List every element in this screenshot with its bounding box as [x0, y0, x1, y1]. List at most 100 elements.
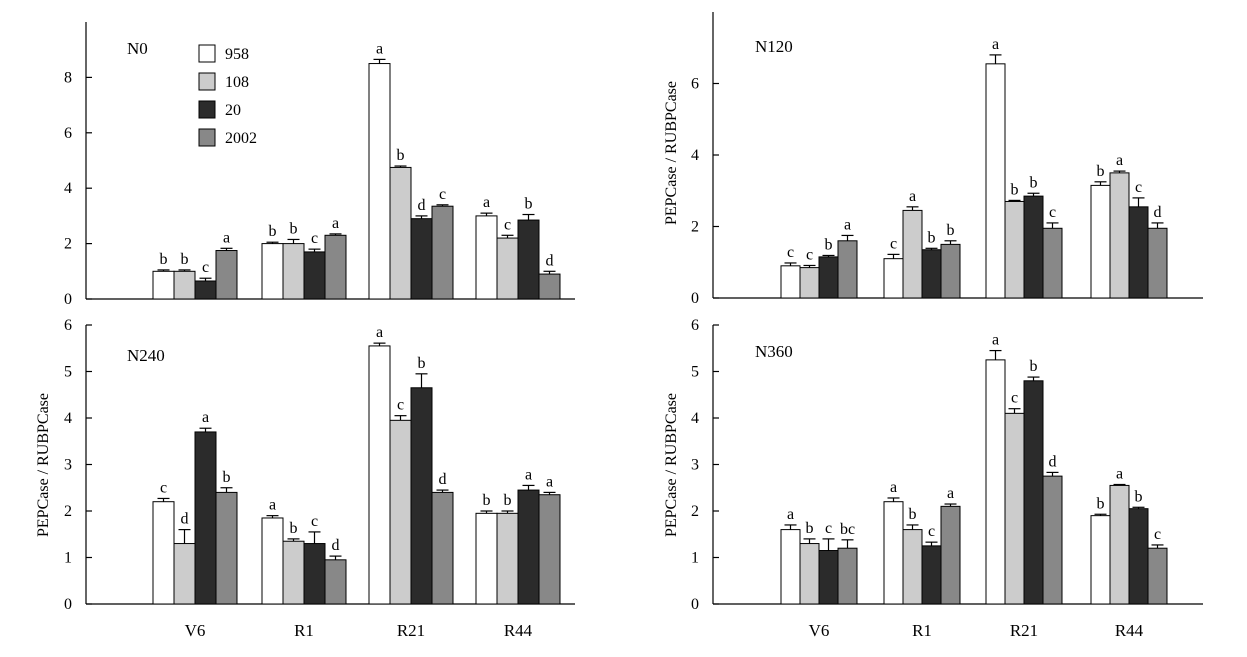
- significance-letter: c: [806, 246, 813, 263]
- significance-letter: a: [992, 332, 999, 349]
- significance-letter: d: [439, 471, 447, 488]
- significance-letter: b: [223, 469, 231, 486]
- significance-letter: a: [1116, 465, 1123, 482]
- bar-2002-R44: [1147, 547, 1168, 605]
- significance-letter: d: [546, 252, 554, 269]
- significance-letter: c: [504, 216, 511, 233]
- significance-letter: b: [1030, 358, 1038, 375]
- bar-958-R21: [368, 345, 391, 605]
- y-tick-label: 3: [691, 457, 699, 474]
- significance-letter: c: [397, 397, 404, 414]
- bar-2002-V6: [215, 250, 238, 300]
- bar-108-R44: [1109, 172, 1130, 299]
- significance-letter: c: [1154, 526, 1161, 543]
- y-tick-label: 8: [64, 69, 72, 86]
- y-tick-label: 0: [691, 596, 699, 613]
- bar-2002-R21: [1042, 475, 1063, 605]
- significance-letter: a: [909, 188, 916, 205]
- legend-swatch-108: [198, 72, 216, 91]
- bar-958-R21: [368, 63, 391, 300]
- significance-letter: c: [928, 523, 935, 540]
- bar-20-R21: [1023, 380, 1044, 605]
- bar-108-R44: [496, 512, 519, 605]
- bar-958-R1: [883, 258, 904, 299]
- legend: 958 108 20 2002: [198, 44, 257, 147]
- y-tick-label: 6: [691, 76, 699, 93]
- significance-letter: d: [1154, 204, 1162, 221]
- x-category-label: R1: [912, 621, 932, 640]
- significance-letter: b: [290, 220, 298, 237]
- significance-letter: c: [202, 259, 209, 276]
- significance-letter: c: [787, 244, 794, 261]
- legend-swatch-958: [198, 44, 216, 63]
- bar-108-R21: [1004, 412, 1025, 605]
- significance-letter: b: [1097, 495, 1105, 512]
- bar-958-V6: [152, 501, 175, 605]
- y-tick-label: 0: [64, 291, 72, 308]
- significance-letter: b: [825, 236, 833, 253]
- significance-letter: b: [181, 251, 189, 268]
- y-tick-label: 0: [691, 290, 699, 307]
- bar-2002-R1: [324, 234, 347, 300]
- bar-108-R1: [902, 209, 923, 299]
- significance-letter: c: [890, 235, 897, 252]
- bar-958-R44: [475, 512, 498, 605]
- significance-letter: c: [160, 479, 167, 496]
- x-category-label: V6: [809, 621, 830, 640]
- bar-108-V6: [173, 270, 196, 300]
- bar-2002-V6: [837, 547, 858, 605]
- y-tick-label: 3: [64, 457, 72, 474]
- x-category-label: R1: [294, 621, 314, 640]
- y-tick-label: 1: [691, 550, 699, 567]
- bar-108-R21: [389, 419, 412, 605]
- legend-swatch-2002: [198, 128, 216, 147]
- bar-2002-R44: [1147, 227, 1168, 299]
- significance-letter: b: [160, 251, 168, 268]
- significance-letter: b: [1135, 488, 1143, 505]
- significance-letter: bc: [840, 521, 855, 538]
- y-tick-label: 0: [64, 596, 72, 613]
- significance-letter: c: [825, 520, 832, 537]
- significance-letter: a: [332, 215, 339, 232]
- significance-letter: b: [483, 492, 491, 509]
- bar-20-R21: [1023, 195, 1044, 299]
- bar-2002-R1: [324, 559, 347, 605]
- panel-label: N0: [127, 39, 148, 58]
- bar-108-R21: [1004, 200, 1025, 299]
- significance-letter: d: [181, 511, 189, 528]
- significance-letter: b: [290, 520, 298, 537]
- bar-108-R44: [496, 237, 519, 300]
- x-category-label: R44: [504, 621, 533, 640]
- bar-20-V6: [194, 280, 217, 300]
- bar-108-R44: [1109, 484, 1130, 605]
- y-tick-label: 2: [64, 236, 72, 253]
- x-category-label: R21: [397, 621, 425, 640]
- significance-letter: a: [787, 506, 794, 523]
- significance-letter: c: [1011, 390, 1018, 407]
- legend-label: 20: [225, 102, 241, 119]
- bar-108-V6: [799, 543, 820, 605]
- bar-958-V6: [152, 270, 175, 300]
- panel-label: N360: [755, 342, 793, 361]
- bar-20-R21: [410, 218, 433, 300]
- y-tick-label: 1: [64, 550, 72, 567]
- bar-958-R44: [1090, 515, 1111, 605]
- bar-20-V6: [818, 256, 839, 299]
- significance-letter: a: [1116, 152, 1123, 169]
- bar-2002-R1: [940, 243, 961, 299]
- x-category-label: R44: [1115, 621, 1144, 640]
- significance-letter: d: [418, 197, 426, 214]
- significance-letter: a: [223, 229, 230, 246]
- significance-letter: a: [269, 497, 276, 514]
- legend-label: 2002: [225, 130, 257, 147]
- bar-108-R1: [902, 529, 923, 605]
- y-tick-label: 2: [691, 503, 699, 520]
- x-category-label: V6: [185, 621, 206, 640]
- significance-letter: c: [311, 513, 318, 530]
- significance-letter: a: [890, 479, 897, 496]
- bar-2002-R44: [538, 494, 561, 605]
- significance-letter: a: [992, 36, 999, 53]
